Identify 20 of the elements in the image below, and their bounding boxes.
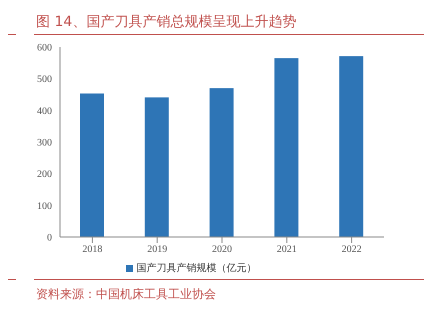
x-tick-label: 2022 — [342, 244, 362, 256]
y-tick-label: 0 — [47, 232, 52, 244]
x-tick-label: 2018 — [82, 244, 102, 256]
x-tick-label: 2020 — [212, 244, 232, 256]
y-tick-label: 600 — [37, 42, 52, 54]
legend-label: 国产刀具产销规模（亿元） — [136, 263, 256, 274]
bar — [339, 56, 364, 237]
y-tick-label: 100 — [37, 200, 52, 212]
y-tick-label: 500 — [37, 74, 52, 86]
bar — [274, 58, 298, 237]
chart-title: 图 14、国产刀具产销总规模呈现上升趋势 — [36, 13, 296, 32]
y-tick-label: 300 — [37, 138, 52, 149]
bar — [144, 97, 169, 237]
bar — [210, 88, 234, 237]
x-tick-label: 2019 — [147, 244, 168, 256]
y-tick-label: 200 — [37, 169, 52, 180]
y-tick-label: 400 — [37, 106, 52, 117]
text: 资料来源：中国机床工具工业协会 — [36, 286, 217, 303]
bar — [80, 94, 104, 237]
x-tick-label: 2021 — [276, 244, 297, 256]
